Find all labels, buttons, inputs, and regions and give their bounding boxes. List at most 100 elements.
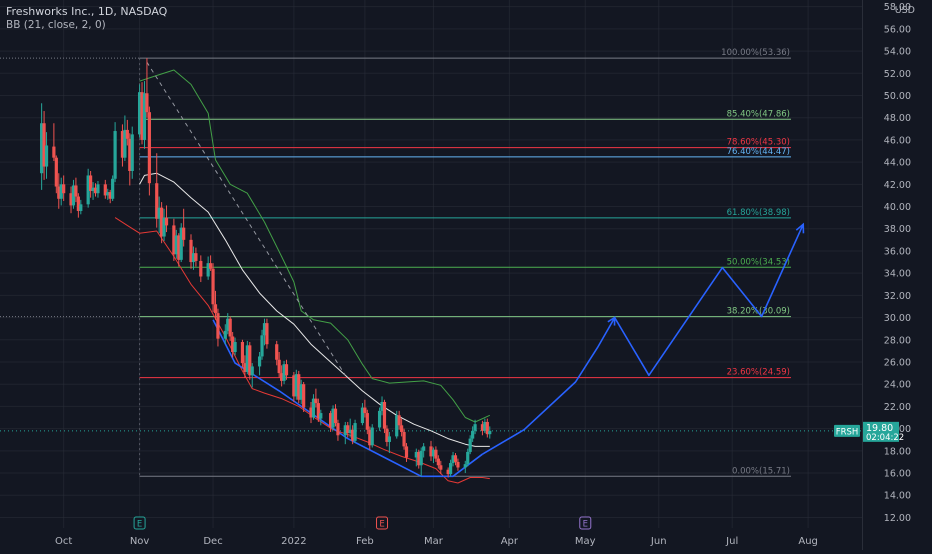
candle-body [137,92,142,135]
candle-body [182,227,186,240]
bb-upper-band [139,69,491,423]
candle-body [473,424,477,431]
candle-body [93,187,98,194]
y-tick-label: 30.00 [884,313,911,324]
candle-body [387,436,391,442]
candle-body [446,469,450,475]
y-tick-label: 40.00 [884,202,911,213]
candle-body [419,450,423,466]
candle-body [404,446,409,458]
candle-body [448,463,453,475]
bollinger-bands [114,69,491,484]
candle-body [451,455,455,464]
x-tick-label: Jun [650,536,667,547]
candle-body [292,375,296,397]
candle-body [456,461,460,468]
candle-body [343,425,347,436]
y-tick-label: 58.00 [884,2,911,13]
candle-body [108,192,112,199]
y-tick-label: 52.00 [884,69,911,80]
candles [40,58,492,478]
candle-body [370,427,374,446]
candle-body [209,263,213,269]
candle-body [331,408,335,428]
fib-level-label: 50.00%(34.53) [727,257,790,267]
y-tick-label: 22.00 [884,402,911,413]
candle-body [162,217,166,237]
y-tick-label: 28.00 [884,335,911,346]
fib-level-label: 76.40%(44.47) [727,147,790,157]
candle-body [402,431,406,447]
candle-body [76,196,80,211]
earnings-marker-label: E [137,520,142,530]
y-tick-label: 18.00 [884,446,911,457]
earnings-marker-label: E [379,520,384,530]
candle-body [40,123,44,174]
candle-body [260,335,264,357]
candle-body [240,342,245,364]
candle-body [348,429,352,434]
candle-body [377,410,382,428]
candle-body [311,398,316,418]
bar-countdown: 02:04:22 [866,433,904,443]
candle-body [265,323,269,345]
earnings-marker [579,516,592,530]
candle-body [211,268,215,305]
candle-body [397,415,401,426]
candle-body [140,92,144,140]
y-tick-label: 46.00 [884,135,911,146]
candle-body [179,227,183,260]
candle-body [71,185,76,206]
candle-body [191,253,196,263]
candle-body [111,178,115,199]
candle-body [294,374,298,397]
candle-body [157,207,161,219]
candle-body [485,421,489,435]
candle-body [480,424,485,431]
candle-body [380,401,384,411]
candle-body [346,425,350,434]
y-tick-label: 56.00 [884,24,911,35]
candle-body [282,364,286,381]
support-line [212,319,483,478]
candle-body [395,415,399,437]
candle-body [468,438,472,452]
candle-body [439,465,443,470]
y-tick-label: 44.00 [884,158,911,169]
candle-body [277,359,281,374]
x-tick-label: Jul [725,536,738,547]
candle-body [328,413,333,428]
candle-body [177,235,181,260]
candle-body [248,345,252,376]
candle-body [228,318,232,337]
candle-body [336,423,340,436]
candle-body [243,363,247,372]
x-tick-label: Aug [798,536,818,547]
earnings-marker-label: E [583,520,588,530]
fib-level-label: 85.40%(47.86) [727,109,790,119]
candle-body [52,146,56,158]
candle-body [353,423,357,441]
candle-body [89,175,93,191]
y-tick-label: 32.00 [884,291,911,302]
x-tick-label: 2022 [281,536,306,547]
candle-body [400,425,404,432]
y-tick-label: 34.00 [884,269,911,280]
candle-body [62,184,66,194]
candle-body [309,407,313,418]
candle-body [250,366,254,376]
candle-body [414,451,418,458]
candle-body [466,451,470,465]
candle-body [471,430,475,439]
candle-body [44,145,49,167]
projection [481,222,805,455]
y-tick-label: 54.00 [884,47,911,58]
candle-body [382,401,387,429]
trend-lines [146,61,483,478]
candle-body [262,323,267,336]
candle-body [125,129,129,139]
